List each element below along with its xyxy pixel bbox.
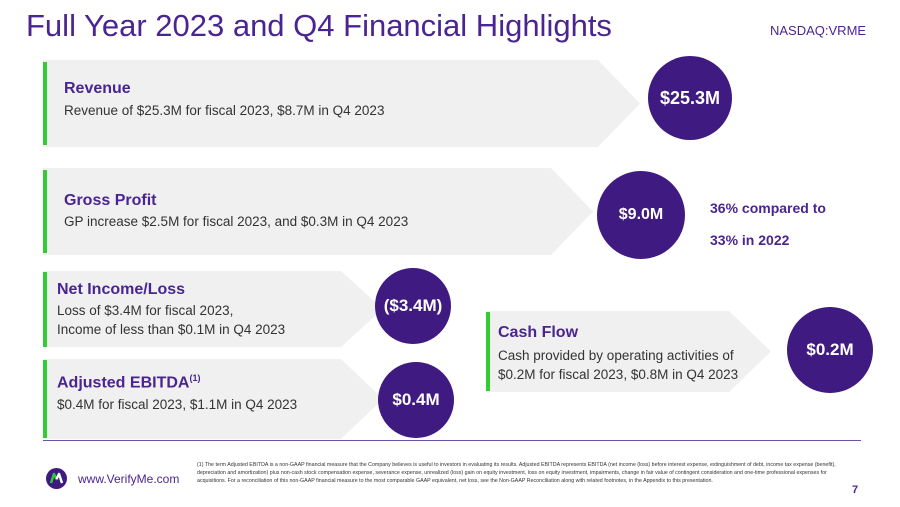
gross-margin-note-2: 33% in 2022 [710,232,790,248]
net-income-accent-bar [43,272,47,347]
net-income-heading: Net Income/Loss [57,281,186,298]
ebitda-heading: Adjusted EBITDA(1) [57,373,200,392]
cash-flow-panel [486,311,771,392]
net-income-line-1: Loss of $3.4M for fiscal 2023, [57,303,234,318]
ebitda-footnote-ref: (1) [189,373,201,383]
website-link[interactable]: www.VerifyMe.com [78,472,180,486]
revenue-text: Revenue of $25.3M for fiscal 2023, $8.7M… [64,103,385,118]
revenue-heading: Revenue [64,80,131,97]
footnote: (1) The term Adjusted EBITDA is a non-GA… [197,462,836,484]
gross-profit-heading: Gross Profit [64,192,157,209]
cash-flow-line-2: $0.2M for fiscal 2023, $0.8M in Q4 2023 [498,367,739,382]
ebitda-text: $0.4M for fiscal 2023, $1.1M in Q4 2023 [57,397,298,412]
gross-profit-value-circle: $9.0M [597,171,685,259]
page-number: 7 [852,484,859,496]
revenue-accent-bar [43,62,47,145]
page-title: Full Year 2023 and Q4 Financial Highligh… [26,8,612,43]
ebitda-accent-bar [43,360,47,438]
cash-flow-accent-bar [486,312,490,391]
net-income-panel [43,271,383,347]
ticker-label: NASDAQ:VRME [770,23,867,38]
gross-profit-panel [43,168,593,255]
revenue-panel [43,60,640,147]
cash-flow-value-circle: $0.2M [787,307,873,393]
gross-profit-text: GP increase $2.5M for fiscal 2023, and $… [64,214,409,229]
verifyme-logo-icon [46,468,67,489]
gross-profit-accent-bar [43,170,47,253]
cash-flow-heading: Cash Flow [498,324,579,341]
divider [43,440,861,441]
ebitda-heading-text: Adjusted EBITDA [57,374,190,392]
net-income-value-circle: ($3.4M) [375,268,451,344]
net-income-line-2: Income of less than $0.1M in Q4 2023 [57,322,286,337]
ebitda-panel [43,359,383,439]
revenue-value-circle: $25.3M [648,56,732,140]
gross-margin-note-1: 36% compared to [710,200,826,216]
ebitda-value-circle: $0.4M [378,362,454,438]
cash-flow-line-1: Cash provided by operating activities of [498,348,734,363]
